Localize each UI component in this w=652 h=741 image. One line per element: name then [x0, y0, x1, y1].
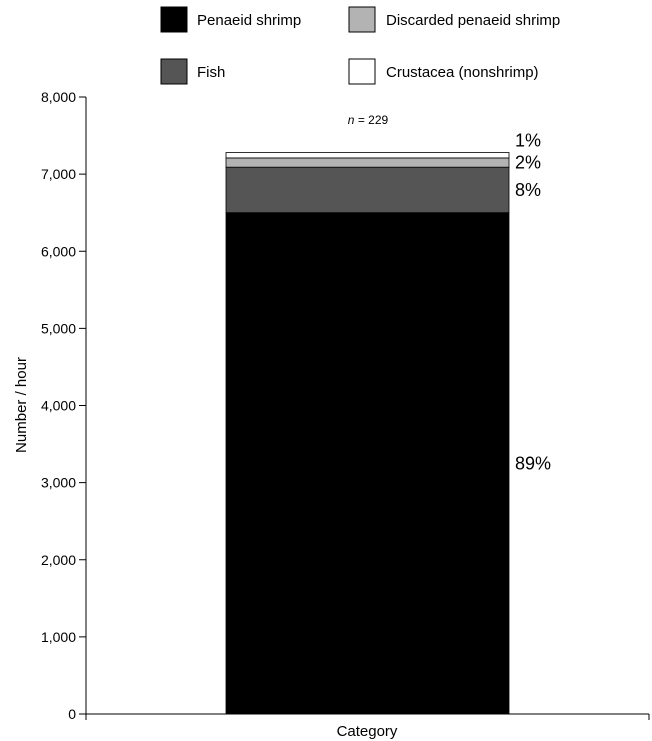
sample-size-n: n [348, 113, 355, 127]
legend-label-discarded-penaeid-shrimp: Discarded penaeid shrimp [386, 12, 560, 29]
legend-item-penaeid-shrimp: Penaeid shrimp [160, 6, 301, 33]
legend-label-penaeid-shrimp: Penaeid shrimp [197, 12, 301, 29]
bar-segment-fish [225, 166, 510, 214]
legend-swatch-crustacea [348, 58, 376, 85]
legend-swatch-discarded-penaeid-shrimp [348, 6, 376, 33]
bar-segments [225, 152, 510, 715]
bar-segment-crustacea-nonshrimp [225, 152, 510, 159]
legend-item-crustacea: Crustacea (nonshrimp) [348, 58, 539, 85]
y-tick-label: 7,000 [41, 166, 76, 182]
y-tick-label: 8,000 [41, 89, 76, 105]
legend: Penaeid shrimp Discarded penaeid shrimp … [160, 6, 560, 85]
sample-size-value: = 229 [354, 113, 388, 127]
legend-label-crustacea: Crustacea (nonshrimp) [386, 64, 539, 81]
y-tick-label: 5,000 [41, 320, 76, 336]
y-tick-label: 3,000 [41, 475, 76, 491]
legend-label-fish: Fish [197, 64, 225, 81]
bar-segment-penaeid-shrimp [225, 212, 510, 715]
legend-item-fish: Fish [160, 58, 225, 85]
sample-size-annotation: n = 229 [348, 113, 389, 127]
y-axis-title: Number / hour [13, 357, 30, 453]
bar-segment-discarded-penaeid-shrimp [225, 157, 510, 168]
legend-item-discarded-penaeid-shrimp: Discarded penaeid shrimp [348, 6, 560, 33]
x-axis-title: Category [337, 723, 398, 740]
percentage-label: 2% [515, 153, 541, 173]
y-axis-ticks: 0 1,000 2,000 3,000 4,000 5,000 6,000 7,000 8,00… [41, 89, 86, 722]
y-tick-label: 4,000 [41, 398, 76, 414]
y-tick-label: 0 [68, 706, 76, 722]
legend-swatch-fish [160, 58, 188, 85]
percentage-label: 8% [515, 180, 541, 200]
y-tick-label: 6,000 [41, 243, 76, 259]
percentage-label: 89% [515, 453, 551, 473]
percentage-label: 1% [515, 131, 541, 151]
y-tick-label: 2,000 [41, 552, 76, 568]
percentage-labels: 89% 8% 2%1% [515, 131, 551, 474]
y-tick-label: 1,000 [41, 629, 76, 645]
legend-swatch-penaeid-shrimp [160, 6, 188, 33]
